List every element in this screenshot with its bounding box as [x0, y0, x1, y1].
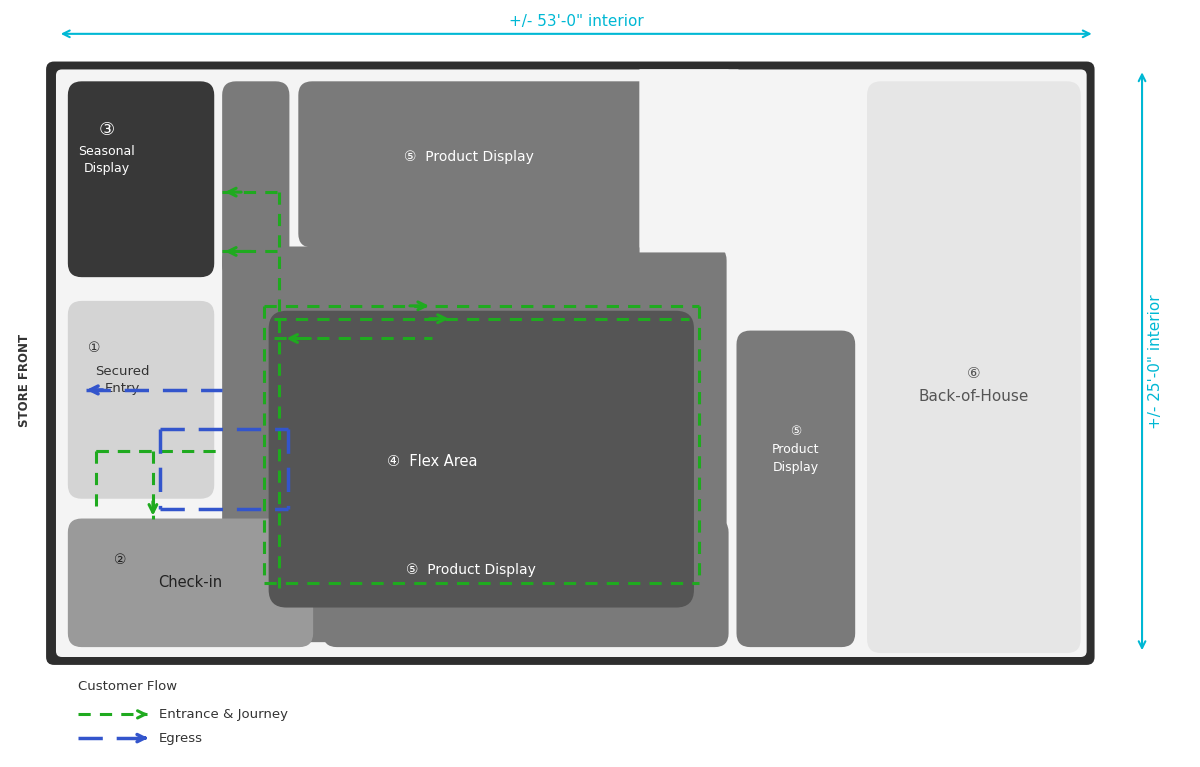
- FancyBboxPatch shape: [68, 518, 313, 647]
- FancyBboxPatch shape: [68, 81, 215, 277]
- Text: ②: ②: [114, 553, 126, 567]
- Text: STORE FRONT: STORE FRONT: [18, 334, 31, 426]
- Text: ①: ①: [89, 341, 101, 355]
- Text: Seasonal
Display: Seasonal Display: [78, 146, 134, 176]
- FancyBboxPatch shape: [299, 81, 724, 248]
- Text: Egress: Egress: [158, 732, 203, 745]
- FancyBboxPatch shape: [68, 301, 215, 499]
- Text: ⑤  Product Display: ⑤ Product Display: [404, 150, 534, 164]
- FancyBboxPatch shape: [323, 518, 728, 647]
- Text: ③: ③: [98, 120, 114, 139]
- Text: ⑤
Product
Display: ⑤ Product Display: [772, 425, 820, 474]
- FancyBboxPatch shape: [222, 81, 289, 279]
- FancyBboxPatch shape: [46, 61, 1094, 665]
- Text: ⑤  Product Display: ⑤ Product Display: [407, 563, 536, 577]
- FancyBboxPatch shape: [56, 70, 1087, 657]
- FancyBboxPatch shape: [269, 311, 694, 607]
- Text: Check-in: Check-in: [158, 575, 222, 591]
- Text: +/- 25'-0" interior: +/- 25'-0" interior: [1148, 294, 1163, 429]
- Text: Entrance & Journey: Entrance & Journey: [158, 708, 288, 721]
- FancyBboxPatch shape: [640, 70, 728, 252]
- Text: Secured
Entry: Secured Entry: [95, 365, 150, 395]
- Text: Customer Flow: Customer Flow: [78, 680, 176, 693]
- FancyBboxPatch shape: [737, 331, 856, 647]
- FancyBboxPatch shape: [222, 246, 727, 642]
- FancyBboxPatch shape: [640, 70, 738, 248]
- Text: ④  Flex Area: ④ Flex Area: [386, 453, 478, 469]
- Text: ⑥
Back-of-House: ⑥ Back-of-House: [919, 367, 1030, 403]
- FancyBboxPatch shape: [868, 81, 1081, 653]
- Text: +/- 53'-0" interior: +/- 53'-0" interior: [509, 15, 643, 29]
